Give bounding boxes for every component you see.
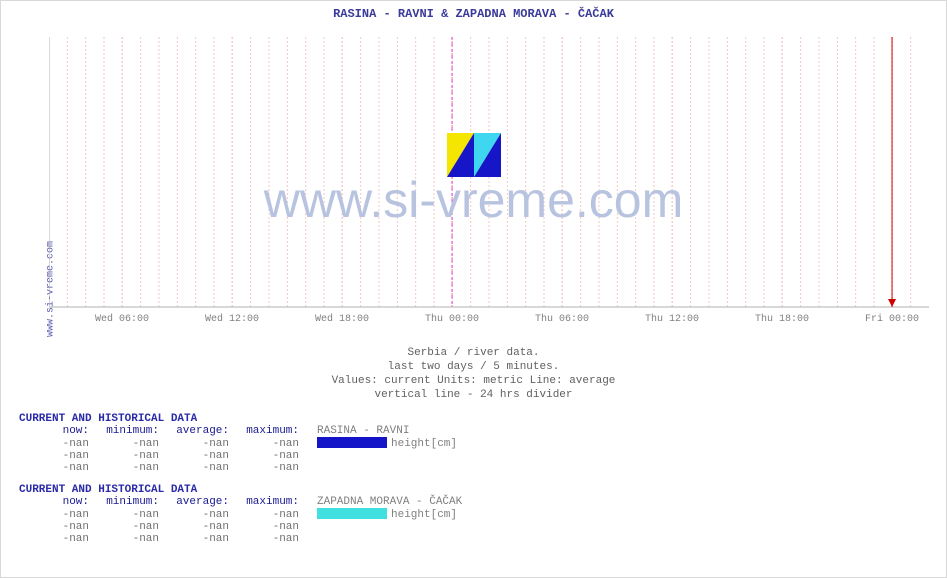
swatch-icon: [317, 437, 387, 448]
table-row: -nan-nan-nan-nan: [19, 521, 462, 533]
cell: -nan: [89, 462, 159, 474]
table-row: -nan-nan-nan-nanheight[cm]: [19, 437, 462, 450]
col-header: average:: [159, 496, 229, 508]
data-blocks: CURRENT AND HISTORICAL DATAnow:minimum:a…: [19, 413, 462, 555]
series-name: ZAPADNA MORAVA - ČAČAK: [317, 496, 462, 508]
xtick-label: Thu 12:00: [645, 313, 699, 325]
cell: -nan: [229, 533, 299, 545]
swatch-icon: [317, 508, 387, 519]
series-name: RASINA - RAVNI: [317, 425, 409, 437]
cell: -nan: [89, 509, 159, 521]
table-row: -nan-nan-nan-nan: [19, 462, 462, 474]
xtick-label: Wed 18:00: [315, 313, 369, 325]
cell: -nan: [159, 450, 229, 462]
table-row: -nan-nan-nan-nanheight[cm]: [19, 508, 462, 521]
cell: -nan: [89, 438, 159, 450]
cell: -nan: [89, 450, 159, 462]
cell: -nan: [19, 450, 89, 462]
caption-line: vertical line - 24 hrs divider: [1, 388, 946, 402]
chart-title: RASINA - RAVNI & ZAPADNA MORAVA - ČAČAK: [1, 7, 946, 21]
cell: -nan: [159, 462, 229, 474]
col-header: minimum:: [89, 496, 159, 508]
cell: -nan: [19, 462, 89, 474]
xtick-label: Fri 00:00: [865, 313, 919, 325]
caption-line: last two days / 5 minutes.: [1, 360, 946, 374]
series-legend: height[cm]: [317, 437, 457, 450]
cell: -nan: [229, 450, 299, 462]
col-header: now:: [19, 496, 89, 508]
cell: -nan: [89, 521, 159, 533]
table-row: -nan-nan-nan-nan: [19, 450, 462, 462]
col-header: minimum:: [89, 425, 159, 437]
cell: -nan: [89, 533, 159, 545]
cell: -nan: [19, 438, 89, 450]
chart-container: www.si-vreme.com RASINA - RAVNI & ZAPADN…: [0, 0, 947, 578]
xtick-label: Thu 18:00: [755, 313, 809, 325]
cell: -nan: [19, 521, 89, 533]
caption-line: Values: current Units: metric Line: aver…: [1, 374, 946, 388]
cell: -nan: [229, 509, 299, 521]
block-title: CURRENT AND HISTORICAL DATA: [19, 413, 462, 425]
col-header: maximum:: [229, 496, 299, 508]
cell: -nan: [19, 533, 89, 545]
col-header: now:: [19, 425, 89, 437]
series-legend: height[cm]: [317, 508, 457, 521]
col-header: maximum:: [229, 425, 299, 437]
cell: -nan: [19, 509, 89, 521]
cell: -nan: [159, 438, 229, 450]
xtick-label: Thu 06:00: [535, 313, 589, 325]
cell: -nan: [159, 509, 229, 521]
block-headers: now:minimum:average:maximum: ZAPADNA MOR…: [19, 496, 462, 508]
data-block: CURRENT AND HISTORICAL DATAnow:minimum:a…: [19, 484, 462, 545]
plot-area: 0 1 Wed 06:00Wed 12:00Wed 18:00Thu 00:00…: [49, 27, 929, 327]
logo-icon: [447, 133, 501, 177]
xtick-label: Wed 06:00: [95, 313, 149, 325]
plot-svg: 0 1 Wed 06:00Wed 12:00Wed 18:00Thu 00:00…: [49, 27, 929, 327]
cell: -nan: [229, 521, 299, 533]
cell: -nan: [159, 521, 229, 533]
cell: -nan: [229, 462, 299, 474]
captions: Serbia / river data. last two days / 5 m…: [1, 346, 946, 402]
block-title: CURRENT AND HISTORICAL DATA: [19, 484, 462, 496]
cell: -nan: [229, 438, 299, 450]
xtick-label: Wed 12:00: [205, 313, 259, 325]
col-header: average:: [159, 425, 229, 437]
now-arrow: [888, 299, 896, 307]
data-block: CURRENT AND HISTORICAL DATAnow:minimum:a…: [19, 413, 462, 474]
block-headers: now:minimum:average:maximum: RASINA - RA…: [19, 425, 462, 437]
caption-line: Serbia / river data.: [1, 346, 946, 360]
cell: -nan: [159, 533, 229, 545]
xtick-label: Thu 00:00: [425, 313, 479, 325]
table-row: -nan-nan-nan-nan: [19, 533, 462, 545]
